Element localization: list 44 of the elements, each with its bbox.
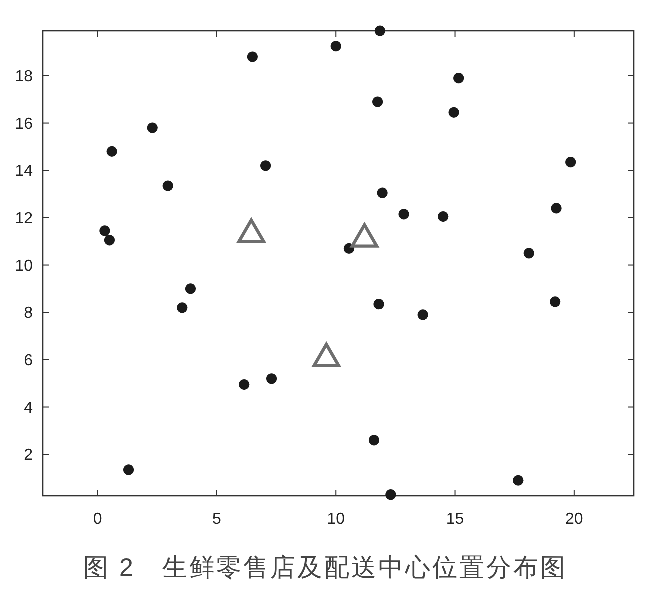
x-tick-label: 0 — [93, 511, 102, 528]
point — [260, 160, 272, 172]
x-tick-label: 20 — [566, 511, 584, 528]
point — [438, 211, 449, 222]
x-tick-label: 15 — [446, 511, 464, 528]
y-tick-label: 6 — [24, 352, 34, 370]
point — [106, 146, 118, 157]
y-tick-label: 16 — [15, 116, 34, 133]
y-tick-label: 4 — [24, 400, 34, 417]
point — [247, 52, 258, 62]
point — [524, 248, 534, 259]
point — [330, 41, 342, 52]
text: 图 2 生鲜零售店及配送中心位置分布图 — [84, 554, 568, 582]
x-tick-label: 10 — [327, 511, 346, 528]
point — [162, 180, 174, 192]
point — [398, 209, 410, 220]
point — [239, 379, 250, 390]
point — [104, 235, 116, 246]
point — [100, 226, 110, 236]
y-tick-label: 18 — [15, 68, 34, 86]
point — [177, 302, 188, 314]
y-tick-label: 2 — [24, 447, 34, 464]
point — [513, 475, 524, 486]
x-tick-label: 5 — [212, 511, 222, 528]
y-tick-label: 12 — [15, 210, 34, 228]
point — [368, 435, 380, 446]
y-tick-label: 14 — [15, 163, 34, 180]
point — [454, 73, 464, 84]
point — [377, 188, 388, 198]
point — [551, 203, 562, 214]
point — [372, 96, 384, 108]
point — [418, 310, 428, 320]
y-tick-label: 8 — [24, 305, 34, 322]
point — [550, 296, 561, 308]
point — [374, 26, 386, 36]
point — [374, 299, 384, 310]
point — [123, 464, 134, 476]
point — [448, 107, 460, 118]
point — [266, 374, 278, 384]
y-tick-label: 10 — [15, 258, 34, 275]
point — [566, 157, 576, 168]
point — [386, 490, 396, 500]
point — [185, 284, 196, 294]
point — [147, 122, 158, 134]
